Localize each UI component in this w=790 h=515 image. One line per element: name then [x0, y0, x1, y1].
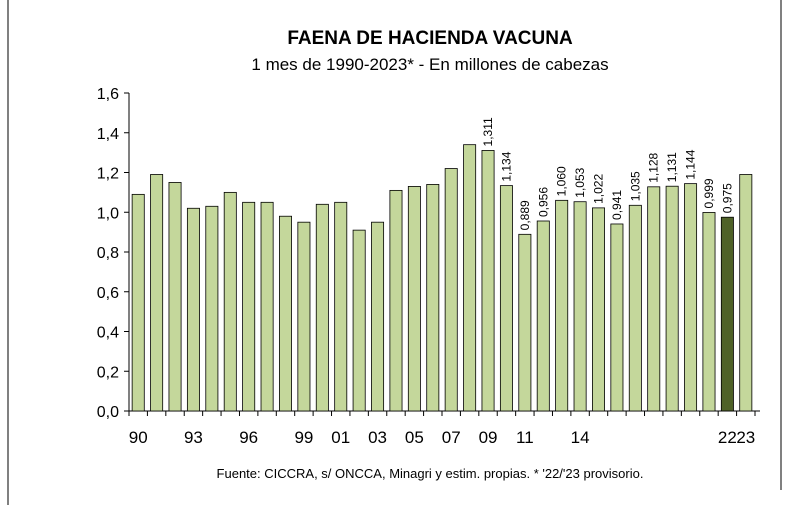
chart-subtitle: 1 mes de 1990-2023* - En millones de cab…: [251, 55, 608, 74]
bar: [426, 184, 440, 412]
bar: [481, 150, 495, 412]
bar: [260, 201, 274, 412]
bar: [684, 183, 698, 412]
value-label: 1,035: [628, 171, 642, 201]
bar: [315, 203, 329, 412]
bar: [150, 174, 164, 412]
y-tick-label: 0,8: [97, 245, 119, 262]
bar: [205, 205, 219, 412]
value-label: 1,131: [665, 152, 679, 182]
bar: [279, 215, 292, 412]
bar: [444, 168, 458, 412]
bar: [186, 207, 200, 412]
y-tick-label: 1,6: [97, 86, 119, 103]
bar: [463, 144, 477, 412]
bar: [223, 191, 237, 412]
bar: [647, 186, 661, 412]
bar: [131, 193, 145, 412]
y-tick-label: 1,2: [97, 166, 119, 183]
value-label: 1,128: [647, 152, 661, 182]
value-label: 1,144: [684, 149, 698, 179]
x-tick-label: 11: [516, 428, 534, 447]
bar: [371, 221, 385, 412]
x-tick-label: 93: [184, 428, 203, 447]
bar: [592, 207, 605, 412]
x-tick-label: 03: [368, 428, 387, 447]
bar: [555, 199, 569, 412]
bar: [389, 189, 403, 412]
x-tick-label: 05: [405, 428, 424, 447]
value-label: 1,134: [499, 151, 513, 181]
bar: [168, 182, 182, 412]
bar: [518, 233, 532, 412]
bar: [334, 201, 348, 412]
value-label: 1,060: [555, 166, 569, 196]
value-label: 0,975: [720, 183, 734, 213]
x-tick-label: 07: [442, 428, 461, 447]
value-label: 1,053: [573, 167, 587, 197]
x-tick-label: 01: [331, 428, 350, 447]
x-tick-label: 99: [294, 428, 313, 447]
x-tick-label: 23: [736, 428, 755, 447]
bar: [499, 185, 513, 412]
y-tick-label: 0,6: [97, 285, 119, 302]
source-note: Fuente: CICCRA, s/ ONCCA, Minagri y esti…: [217, 466, 644, 481]
value-label: 0,889: [518, 200, 532, 230]
bar: [665, 185, 679, 412]
value-label: 0,999: [702, 178, 716, 208]
bar: [610, 223, 624, 412]
y-tick-label: 0,0: [97, 404, 119, 421]
bar: [720, 216, 734, 412]
x-tick-label: 22: [718, 428, 737, 447]
x-tick-label: 90: [129, 428, 148, 447]
bar: [702, 212, 716, 412]
y-tick-label: 0,2: [97, 364, 119, 381]
bar: [242, 201, 256, 412]
y-tick-label: 0,4: [97, 325, 119, 342]
bar: [739, 174, 753, 412]
x-tick-label: 09: [479, 428, 498, 447]
y-tick-label: 1,4: [97, 126, 119, 143]
x-tick-label: 96: [239, 428, 258, 447]
value-label: 1,311: [481, 117, 495, 146]
x-tick-label: 14: [571, 428, 590, 447]
bar: [573, 201, 587, 412]
bar: [628, 204, 642, 412]
value-label: 0,941: [610, 190, 624, 220]
bar: [297, 221, 311, 412]
bar: [352, 229, 366, 412]
value-label: 1,022: [592, 174, 606, 204]
bar: [536, 220, 550, 412]
y-tick-label: 1,0: [97, 205, 119, 222]
bar: [407, 186, 421, 412]
value-label: 0,956: [536, 187, 550, 217]
chart-title: FAENA DE HACIENDA VACUNA: [287, 28, 573, 49]
